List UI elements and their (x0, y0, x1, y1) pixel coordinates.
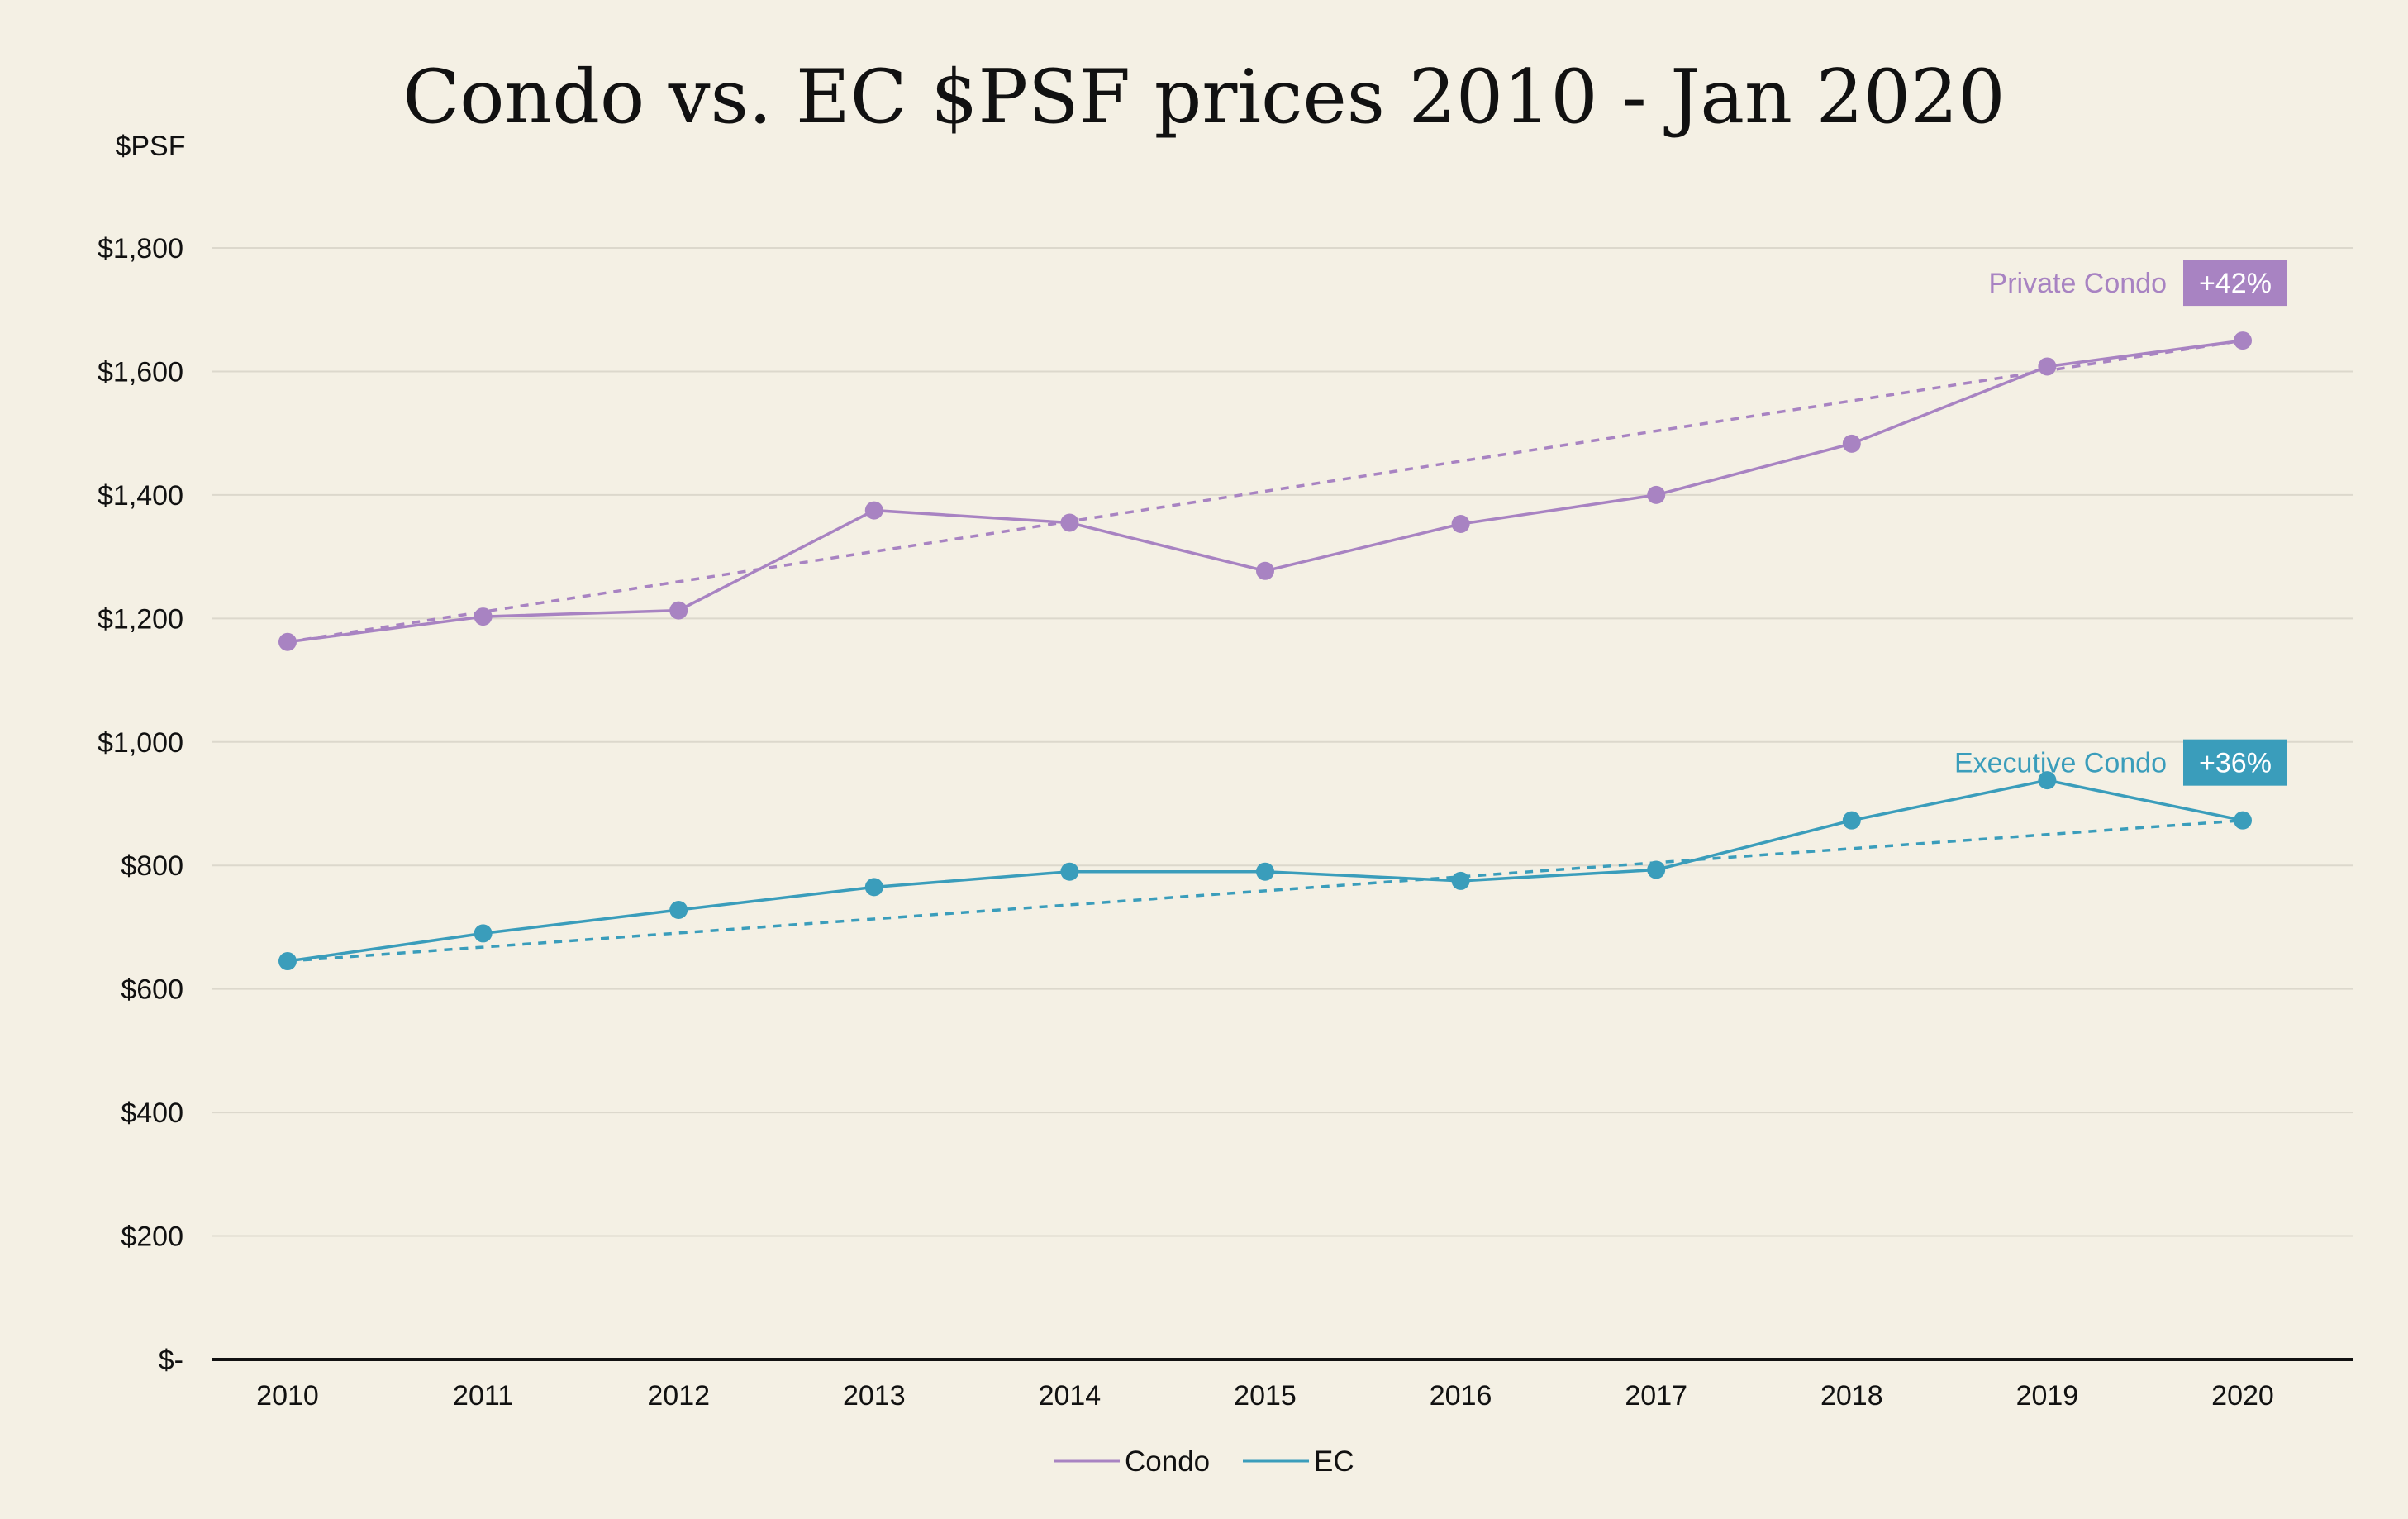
data-point (1647, 485, 1666, 504)
data-point (1451, 515, 1470, 534)
data-point (278, 632, 297, 651)
change-badge (2183, 260, 2287, 307)
x-tick-label: 2012 (647, 1380, 710, 1412)
y-tick-label: $1,000 (98, 727, 183, 759)
x-tick-label: 2010 (256, 1380, 319, 1412)
data-point (1060, 862, 1079, 881)
data-point (1256, 561, 1274, 580)
trend-lines (287, 339, 2244, 963)
change-badge (2183, 739, 2287, 786)
data-point (864, 501, 883, 520)
y-tick-label: $- (159, 1345, 183, 1376)
chart-title: Condo vs. EC $PSF prices 2010 - Jan 2020 (402, 54, 2005, 140)
data-point (474, 924, 493, 943)
data-point (474, 607, 493, 626)
series-label: Executive Condo (1954, 748, 2167, 779)
y-tick-label: $1,200 (98, 603, 183, 635)
legend-label: Condo (1125, 1445, 1210, 1478)
data-point (1451, 871, 1470, 890)
x-tick-label: 2018 (1820, 1380, 1883, 1412)
data-point (669, 901, 688, 920)
trend-line (287, 339, 2244, 644)
data-point (669, 601, 688, 620)
data-point (2234, 331, 2252, 350)
x-tick-label: 2017 (1625, 1380, 1687, 1412)
y-tick-label: $1,800 (98, 233, 183, 264)
legend-label: EC (1314, 1445, 1354, 1478)
series-lines (278, 331, 2252, 971)
series-label: Private Condo (1989, 268, 2167, 299)
data-point (2234, 811, 2252, 830)
data-point (864, 878, 883, 897)
data-point (1060, 513, 1079, 532)
data-point (278, 952, 297, 971)
series-annotations: +42% Private Condo +36% Executive Condo (1954, 260, 2287, 786)
x-tick-label: 2016 (1430, 1380, 1492, 1412)
x-tick-label: 2014 (1039, 1380, 1102, 1412)
legend: Condo EC (1054, 1445, 1354, 1478)
change-badge-text: +36% (2199, 748, 2272, 779)
y-tick-label: $1,600 (98, 356, 183, 388)
y-axis-label: $PSF (115, 131, 185, 162)
data-point (2038, 771, 2057, 790)
y-tick-label: $400 (121, 1098, 183, 1129)
y-tick-label: $1,400 (98, 480, 183, 512)
data-point (1842, 434, 1861, 453)
trend-line (287, 818, 2244, 963)
y-tick-label: $800 (121, 850, 183, 882)
data-point (2038, 357, 2057, 376)
x-tick-label: 2011 (453, 1380, 513, 1412)
data-point (1256, 862, 1274, 881)
y-tick-label: $600 (121, 974, 183, 1006)
y-axis-ticks: $- $200 $400 $600 $800 $1,000 $1,200 $1,400 $1,6… (98, 233, 183, 1376)
data-point (1842, 811, 1861, 830)
gridlines (212, 247, 2353, 1237)
x-axis-ticks: 2010 2011 2012 2013 2014 2015 2016 2017 2018 2019… (256, 1380, 2274, 1412)
change-badge-text: +42% (2199, 268, 2272, 299)
x-tick-label: 2013 (843, 1380, 906, 1412)
x-tick-label: 2019 (2016, 1380, 2079, 1412)
x-tick-label: 2015 (1234, 1380, 1297, 1412)
x-tick-label: 2020 (2211, 1380, 2274, 1412)
y-tick-label: $200 (121, 1221, 183, 1253)
data-point (1647, 860, 1666, 879)
